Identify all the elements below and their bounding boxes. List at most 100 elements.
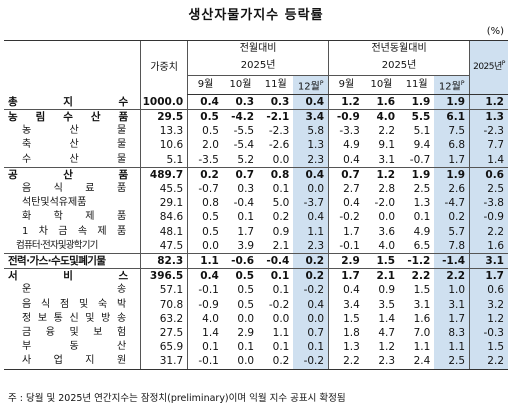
value-cell: 2.1 — [363, 268, 400, 284]
table-row: 농 산 물 13.3 0.5 -5.5 -2.3 5.8 -3.3 2.2 5.1 7.5 -2.3 — [4, 124, 508, 139]
value-cell: 0.1 — [272, 183, 290, 196]
header-name-cell — [4, 40, 141, 95]
value-cell: 2.2 — [469, 354, 508, 370]
weight-cell: 47.5 — [140, 238, 188, 254]
unit-label: (%) — [486, 26, 504, 37]
table-row: 농 림 수 산 품 29.5 0.5 -4.2 -2.1 3.4 -0.9 4.0 5.5 6.1… — [4, 109, 508, 125]
value-cell: 1.0 — [434, 283, 470, 298]
table-row: 음 식 료 품 45.5 -0.7 0.3 0.1 0.0 2.7 2.8 2.5 2.6 2.5 — [4, 182, 508, 197]
value-cell: 0.4 — [187, 268, 223, 284]
value-cell: 1.7 — [434, 152, 470, 168]
header-yoy-m3: 11월 — [399, 74, 435, 95]
value-cell: 1.1 — [187, 253, 223, 269]
weight-cell: 29.1 — [140, 196, 188, 211]
value-cell: 0.5 — [187, 124, 223, 139]
value-cell: 2.3 — [363, 354, 400, 370]
table-row: 서 비 스 396.5 0.4 0.5 0.1 0.2 1.7 2.1 2.2 2.2 1.7 — [4, 268, 508, 284]
value-cell: 1.4 — [469, 152, 508, 168]
value-cell: 1.3 — [328, 340, 364, 355]
value-cell: 4.0 — [378, 239, 396, 252]
value-cell: 0.1 — [272, 284, 290, 297]
value-cell: 0.0 — [378, 211, 396, 224]
table-row: 정 보 통 신 및 방 송 63.2 4.0 0.0 0.0 0.0 1.5 1.4 1.6 1.… — [4, 311, 508, 327]
row-label: 사 업 지 원 — [4, 354, 141, 370]
value-cell: -0.2 — [293, 283, 329, 298]
value-cell: 0.6 — [469, 283, 508, 298]
weight-cell: 489.7 — [140, 166, 188, 183]
value-cell: 2.5 — [413, 183, 431, 196]
value-cell: 0.5 — [187, 109, 223, 125]
weight-cell: 70.8 — [140, 297, 188, 312]
value-cell: 2.5 — [469, 182, 508, 197]
value-cell: 5.7 — [434, 224, 470, 239]
value-cell: 2.0 — [187, 138, 223, 153]
value-cell: 1.8 — [328, 326, 364, 341]
value-cell: 2.2 — [328, 354, 364, 370]
value-cell: -2.1 — [258, 109, 294, 125]
row-label: 1 차 금 속 제 품 — [22, 225, 127, 237]
value-cell: 1.1 — [272, 327, 290, 340]
header-yoy-m2: 10월 — [363, 74, 400, 95]
value-cell: 1.5 — [469, 340, 508, 355]
value-cell: 5.0 — [272, 197, 290, 210]
value-cell: 3.5 — [378, 298, 396, 311]
weight-cell: 57.1 — [140, 283, 188, 298]
value-cell: 2.2 — [399, 268, 435, 284]
value-cell: -0.1 — [328, 238, 364, 254]
value-cell: 0.4 — [293, 94, 329, 110]
value-cell: 2.3 — [293, 238, 329, 254]
weight-cell: 63.2 — [140, 311, 188, 327]
weight-cell: 48.1 — [140, 224, 188, 239]
row-label: 농 산 물 — [22, 125, 127, 137]
value-cell: -0.9 — [187, 297, 223, 312]
weight-cell: 82.3 — [140, 253, 188, 269]
weight-cell: 29.5 — [140, 109, 188, 125]
weight-cell: 65.9 — [140, 340, 188, 355]
value-cell: 0.4 — [187, 94, 223, 110]
table-row: 컴퓨터·전자및광학기기 47.5 0.0 3.9 2.1 2.3 -0.1 4.0 6.5 7.8… — [4, 238, 508, 254]
header-weight: 가중치 — [140, 40, 188, 95]
value-cell: -0.6 — [222, 253, 259, 269]
row-label: 운 송 — [22, 284, 127, 296]
header-yoy-m4: 12월P — [434, 74, 470, 95]
value-cell: 6.5 — [413, 239, 431, 252]
value-cell: 0.7 — [293, 326, 329, 341]
value-cell: 0.0 — [272, 153, 290, 166]
value-cell: 1.2 — [469, 94, 508, 110]
value-cell: 1.4 — [187, 326, 223, 341]
table-row: 공 산 품 489.7 0.2 0.7 0.8 0.4 0.7 1.2 1.9 1.9 0.6 — [4, 166, 508, 183]
value-cell: 0.4 — [328, 283, 364, 298]
value-cell: 7.0 — [413, 327, 431, 340]
header-mom-m4: 12월P — [293, 74, 329, 95]
value-cell: 0.3 — [235, 95, 255, 108]
value-cell: 1.2 — [469, 311, 508, 327]
value-cell: 1.2 — [378, 341, 396, 354]
value-cell: 6.1 — [434, 109, 470, 125]
value-cell: -0.3 — [469, 326, 508, 341]
row-label: 농 림 수 산 품 — [4, 109, 141, 125]
value-cell: -0.2 — [268, 298, 290, 311]
value-cell: 1.6 — [376, 95, 396, 108]
table-row: 총 지 수 1000.0 0.4 0.3 0.3 0.4 1.2 1.6 1.9 1.9 1.2 — [4, 94, 508, 110]
value-cell: 0.4 — [293, 210, 329, 225]
value-cell: 1.2 — [328, 94, 364, 110]
value-cell: 0.4 — [328, 196, 364, 211]
value-cell: -0.9 — [469, 210, 508, 225]
table-row: 전력·가스·수도및폐기물 82.3 1.1 -0.6 -0.4 0.2 2.9 1.5 -1.2… — [4, 253, 508, 269]
value-cell: -3.5 — [187, 152, 223, 168]
value-cell: 2.1 — [272, 239, 290, 252]
header-mom-year: 2025년 — [187, 56, 329, 75]
value-cell: 4.0 — [187, 311, 223, 327]
value-cell: -0.2 — [328, 210, 364, 225]
value-cell: 2.9 — [237, 327, 255, 340]
value-cell: 0.7 — [222, 166, 259, 183]
row-label: 음 식 점 및 숙 박 — [22, 298, 127, 310]
value-cell: 1.5 — [328, 311, 364, 327]
value-cell: -0.4 — [258, 253, 294, 269]
value-cell: 1.7 — [434, 311, 470, 327]
value-cell: 1.7 — [237, 225, 255, 238]
value-cell: 0.5 — [187, 210, 223, 225]
weight-cell: 396.5 — [140, 268, 188, 284]
value-cell: 0.2 — [293, 253, 329, 269]
value-cell: 0.0 — [222, 354, 259, 370]
